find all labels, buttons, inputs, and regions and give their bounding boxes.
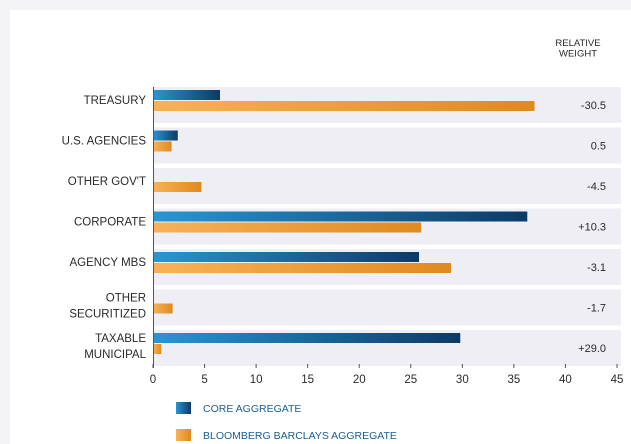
core-aggregate-bar [153,252,420,262]
chart-card: 0 5 10 15 20 25 30 35 40 45 RELATIVE WEIGHT TREASUR… [10,10,631,444]
category-label: TREASURY [84,95,147,107]
benchmark-aggregate-bar [153,182,202,192]
row-band [153,127,621,164]
benchmark-aggregate-bar [153,263,451,273]
relative-weight-value: +29.0 [578,343,606,355]
x-tick-label: 5 [201,374,207,386]
relative-weight-value: -30.5 [581,100,606,112]
x-tick-label: 30 [456,374,469,386]
benchmark-aggregate-bar [153,101,535,111]
core-aggregate-bar [153,90,221,100]
benchmark-aggregate-bar [153,222,422,233]
relative-weight-value: -3.1 [587,262,606,274]
core-aggregate-bar [153,211,528,222]
sector-weight-bar-chart: 0 5 10 15 20 25 30 35 40 45 RELATIVE WEIGHT TREASUR… [62,38,624,442]
x-tick-label: 10 [250,374,263,386]
relative-weight-header: RELATIVE WEIGHT [555,38,600,60]
x-tick-label: 25 [404,374,417,386]
relative-weight-value: -4.5 [587,181,606,193]
benchmark-aggregate-bar [153,303,173,314]
x-tick-label: 40 [559,374,572,386]
benchmark-aggregate-bar [153,141,172,152]
category-label: U.S. AGENCIES [62,136,147,148]
legend-swatch [176,429,191,441]
relative-weight-value: -1.7 [587,303,606,315]
x-tick-label: 45 [611,374,624,386]
relative-weight-value: +10.3 [578,222,606,234]
category-label: OTHER GOV'T [68,176,146,188]
x-tick-label: 15 [301,374,314,386]
core-aggregate-bar [153,333,461,343]
x-tick-label: 20 [353,374,366,386]
legend-label: CORE AGGREGATE [203,403,301,415]
x-tick-label: 35 [507,374,520,386]
category-label: CORPORATE [74,217,146,229]
row-band [153,289,621,326]
x-tick-label: 0 [150,374,156,386]
legend-swatch [176,402,191,414]
category-label: AGENCY MBS [70,257,147,269]
legend-label: BLOOMBERG BARCLAYS AGGREGATE [203,430,397,442]
relative-weight-value: 0.5 [591,141,606,153]
category-label: OTHER SECURITIZED [69,293,146,321]
row-band [153,168,621,204]
benchmark-aggregate-bar [153,344,162,354]
category-label: TAXABLE MUNICIPAL [84,333,146,361]
core-aggregate-bar [153,130,178,141]
